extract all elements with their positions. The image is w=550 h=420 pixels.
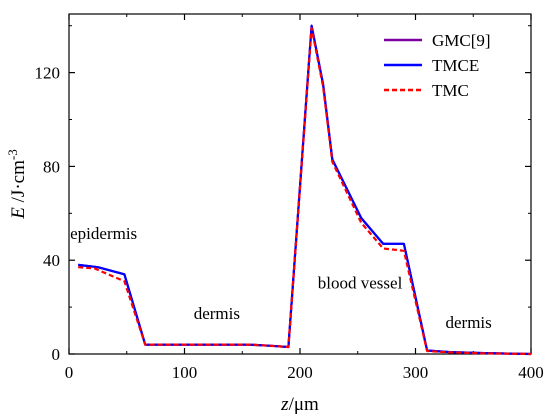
y-axis-label: E /J·cm-3 (5, 149, 29, 219)
x-axis-label-unit: /μm (289, 394, 319, 415)
y-tick-label: 0 (52, 345, 61, 364)
series-line-2 (78, 27, 532, 356)
x-tick-label: 100 (172, 363, 198, 382)
annotation-label: epidermis (70, 224, 137, 243)
y-tick-label: 120 (35, 64, 61, 83)
x-axis-label: z/μm (280, 394, 319, 415)
y-axis-label-unit: /J·cm (8, 160, 29, 207)
annotation-label: dermis (194, 304, 240, 323)
y-axis-label-variable: E (8, 207, 29, 220)
x-tick-label: 200 (287, 363, 313, 382)
x-tick-label: 0 (65, 363, 74, 382)
y-axis-label-exponent: -3 (5, 149, 20, 160)
x-axis-label-variable: z (280, 394, 289, 415)
legend-label: TMC (432, 81, 469, 100)
x-tick-label: 400 (518, 363, 544, 382)
series-line-1 (78, 24, 532, 356)
annotation-label: blood vessel (318, 273, 403, 292)
legend-label: GMC[9] (432, 31, 491, 50)
legend-label: TMCE (432, 56, 479, 75)
x-tick-label: 300 (403, 363, 429, 382)
y-tick-label: 40 (43, 251, 60, 270)
y-tick-label: 80 (43, 157, 60, 176)
annotation-label: dermis (445, 313, 491, 332)
